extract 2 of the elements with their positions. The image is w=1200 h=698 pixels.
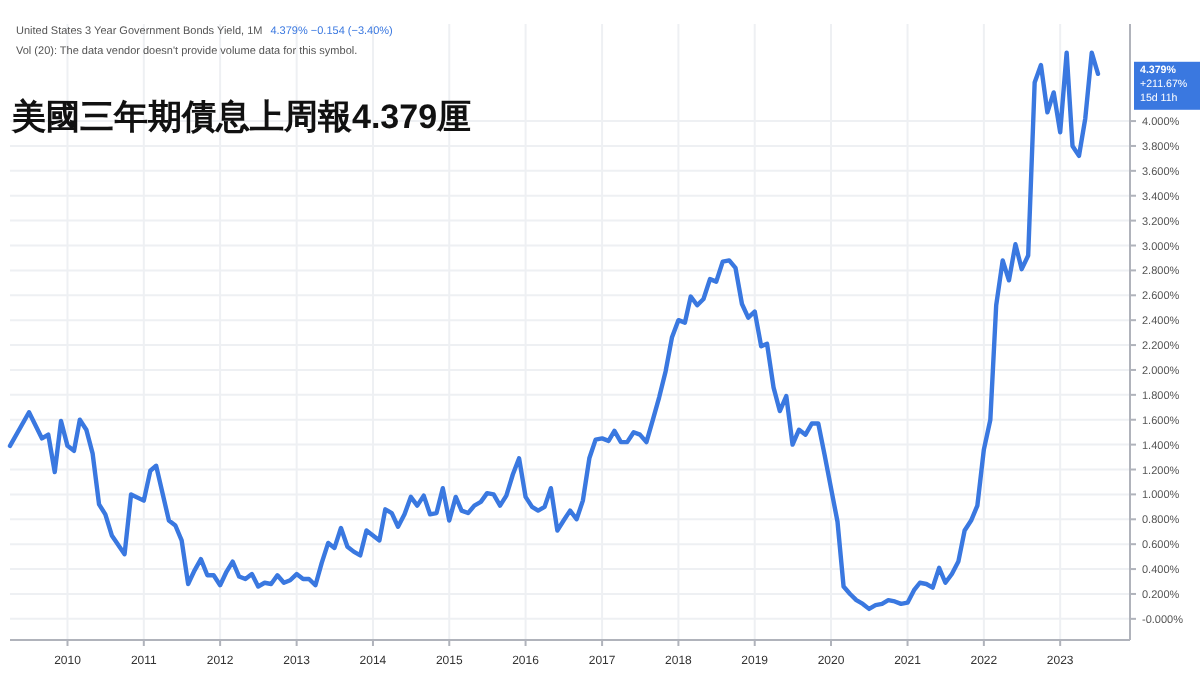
line-series <box>7 50 1101 612</box>
text: 美國三年期債息上周報4.379厘 <box>10 98 472 136</box>
